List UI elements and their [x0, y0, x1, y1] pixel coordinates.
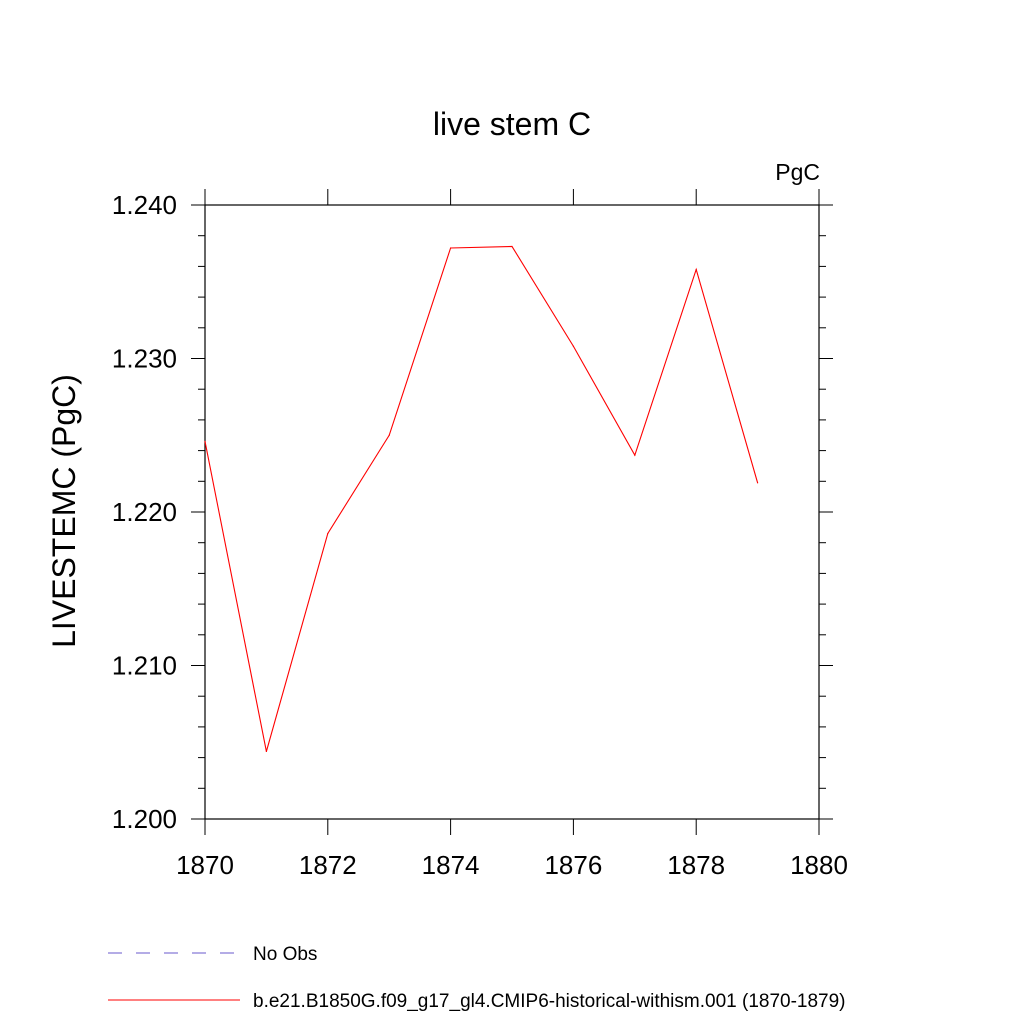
- y-tick-label: 1.230: [112, 344, 177, 374]
- y-axis-label: LIVESTEMC (PgC): [46, 374, 82, 648]
- data-point: [204, 440, 206, 442]
- data-point: [388, 434, 390, 436]
- x-tick-label: 1870: [176, 850, 234, 880]
- axis-tick-labels: 1870 1872 1874 1876 1878 1880 1.200 1.210 1.220 1…: [112, 190, 848, 880]
- y-tick-label: 1.210: [112, 651, 177, 681]
- data-point: [757, 482, 759, 484]
- data-point: [511, 245, 513, 248]
- legend-label-model: b.e21.B1850G.f09_g17_gl4.CMIP6-historica…: [253, 991, 846, 1012]
- data-point: [572, 345, 575, 347]
- series-group: [204, 245, 759, 753]
- units-label: PgC: [775, 159, 820, 185]
- data-point: [327, 532, 329, 535]
- legend-label-no-obs: No Obs: [253, 944, 317, 965]
- axis-ticks: [191, 189, 833, 835]
- plot-frame: [204, 204, 820, 820]
- y-tick-label: 1.240: [112, 190, 177, 220]
- data-point: [265, 750, 267, 753]
- data-point: [634, 454, 636, 456]
- x-tick-label: 1878: [667, 850, 725, 880]
- x-tick-label: 1874: [422, 850, 480, 880]
- legend: No Obs b.e21.B1850G.f09_g17_gl4.CMIP6-hi…: [108, 944, 846, 1012]
- x-tick-label: 1872: [299, 850, 357, 880]
- x-tick-label: 1880: [790, 850, 848, 880]
- chart-title: live stem C: [433, 106, 591, 142]
- data-point: [450, 247, 452, 249]
- data-point: [695, 268, 697, 271]
- x-tick-label: 1876: [544, 850, 602, 880]
- series-line-0: [204, 245, 759, 752]
- y-tick-label: 1.220: [112, 497, 177, 527]
- y-tick-label: 1.200: [112, 804, 177, 834]
